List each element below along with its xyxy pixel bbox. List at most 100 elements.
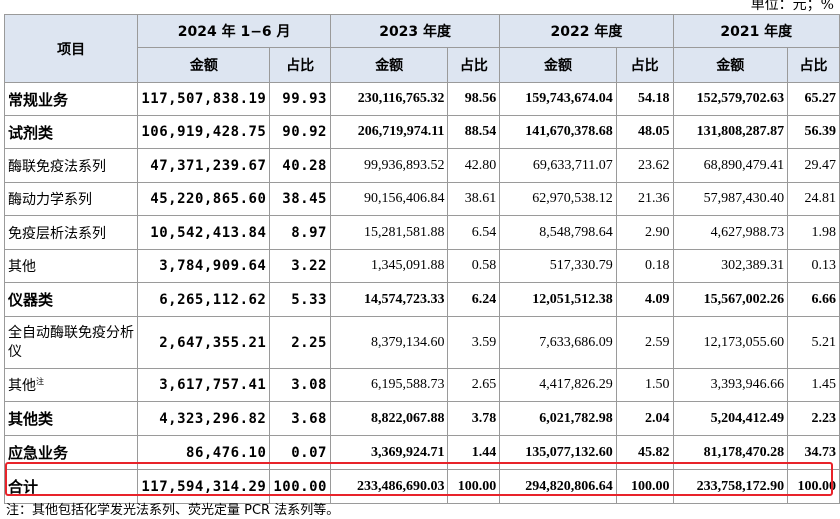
amount-cell: 8,822,067.88 <box>329 401 449 436</box>
ratio-cell: 6.66 <box>787 282 840 317</box>
ratio-cell: 45.82 <box>615 435 674 470</box>
ratio-cell: 0.13 <box>787 249 840 283</box>
amount-cell: 7,633,686.09 <box>499 316 617 369</box>
row-label: 试剂类 <box>3 115 139 149</box>
amount-cell: 2,647,355.21 <box>137 316 271 369</box>
amount-cell: 8,379,134.60 <box>329 316 449 369</box>
amount-cell: 302,389.31 <box>672 249 789 283</box>
ratio-cell: 5.21 <box>787 316 840 369</box>
ratio-cell: 56.39 <box>787 115 840 149</box>
header-period-2021: 2021 年度 <box>672 14 840 48</box>
ratio-cell: 6.54 <box>447 215 501 250</box>
ratio-cell: 38.45 <box>269 182 331 216</box>
table-row: 免疫层析法系列 10,542,413.84 8.97 15,281,581.88 6.5… <box>3 215 840 250</box>
row-label-text: 酶联免疫法系列 <box>8 158 106 175</box>
header-amount: 金额 <box>672 47 789 83</box>
row-label: 全自动酶联免疫分析仪 <box>3 316 139 369</box>
ratio-cell: 3.68 <box>269 401 331 436</box>
row-label-text: 仪器类 <box>8 291 54 309</box>
amount-cell: 10,542,413.84 <box>137 215 271 250</box>
ratio-cell: 88.54 <box>447 115 501 149</box>
header-amount: 金额 <box>329 47 449 83</box>
amount-cell: 4,323,296.82 <box>137 401 271 436</box>
amount-cell: 12,173,055.60 <box>672 316 789 369</box>
amount-cell: 517,330.79 <box>499 249 617 283</box>
amount-cell: 3,784,909.64 <box>137 249 271 283</box>
amount-cell: 6,195,588.73 <box>329 368 449 402</box>
ratio-cell: 100.00 <box>787 469 840 504</box>
amount-cell: 81,178,470.28 <box>672 435 789 470</box>
ratio-cell: 48.05 <box>615 115 674 149</box>
ratio-cell: 3.59 <box>447 316 501 369</box>
row-label: 酶动力学系列 <box>3 182 139 216</box>
table-row: 合计 117,594,314.29 100.00 233,486,690.03 100.… <box>3 469 840 504</box>
ratio-cell: 3.08 <box>269 368 331 402</box>
row-label-text: 酶动力学系列 <box>8 192 92 208</box>
ratio-cell: 40.28 <box>269 148 331 183</box>
ratio-cell: 1.98 <box>787 215 840 250</box>
table-row: 仪器类 6,265,112.62 5.33 14,574,723.33 6.24 12,0… <box>3 282 840 317</box>
ratio-cell: 23.62 <box>615 148 674 183</box>
ratio-cell: 38.61 <box>447 182 501 216</box>
table-row: 酶动力学系列 45,220,865.60 38.45 90,156,406.84 38.… <box>3 182 840 216</box>
row-label: 常规业务 <box>3 82 139 116</box>
header-period-2024h1: 2024 年 1−6 月 <box>137 14 331 48</box>
header-amount: 金额 <box>137 47 271 83</box>
row-label-text: 常规业务 <box>8 90 69 109</box>
row-label: 其他注 <box>3 368 139 402</box>
amount-cell: 230,116,765.32 <box>329 82 449 116</box>
ratio-cell: 3.22 <box>269 249 331 283</box>
ratio-cell: 5.33 <box>269 282 331 317</box>
amount-cell: 6,021,782.98 <box>499 401 617 436</box>
amount-cell: 62,970,538.12 <box>499 182 617 216</box>
header-ratio: 占比 <box>269 47 331 83</box>
row-label: 免疫层析法系列 <box>3 215 139 250</box>
amount-cell: 57,987,430.40 <box>672 182 789 216</box>
ratio-cell: 65.27 <box>787 82 840 116</box>
ratio-cell: 2.90 <box>615 215 674 250</box>
ratio-cell: 100.00 <box>615 469 674 504</box>
amount-cell: 106,919,428.75 <box>137 115 271 149</box>
ratio-cell: 0.58 <box>447 249 501 283</box>
ratio-cell: 29.47 <box>787 148 840 183</box>
ratio-cell: 21.36 <box>615 182 674 216</box>
amount-cell: 6,265,112.62 <box>137 282 271 317</box>
amount-cell: 159,743,674.04 <box>499 82 617 116</box>
row-label: 仪器类 <box>3 282 139 317</box>
amount-cell: 15,281,581.88 <box>329 215 449 250</box>
table-row: 常规业务 117,507,838.19 99.93 230,116,765.32 98.… <box>3 82 840 116</box>
ratio-cell: 2.25 <box>269 316 331 369</box>
amount-cell: 1,345,091.88 <box>329 249 449 283</box>
amount-cell: 8,548,798.64 <box>499 215 617 250</box>
amount-cell: 86,476.10 <box>137 435 271 470</box>
ratio-cell: 4.09 <box>615 282 674 317</box>
revenue-table: 项目 2024 年 1−6 月 2023 年度 2022 年度 2021 年度 … <box>3 14 840 504</box>
ratio-cell: 24.81 <box>787 182 840 216</box>
ratio-cell: 98.56 <box>447 82 501 116</box>
amount-cell: 233,486,690.03 <box>329 469 449 504</box>
ratio-cell: 34.73 <box>787 435 840 470</box>
unit-label: 单位：元；% <box>750 0 834 13</box>
row-label: 合计 <box>3 469 139 504</box>
row-label-text: 其他 <box>8 259 36 275</box>
row-label-text: 其他 <box>8 378 36 394</box>
amount-cell: 233,758,172.90 <box>672 469 789 504</box>
header-period-2023: 2023 年度 <box>329 14 501 48</box>
ratio-cell: 1.50 <box>615 368 674 402</box>
ratio-cell: 8.97 <box>269 215 331 250</box>
amount-cell: 45,220,865.60 <box>137 182 271 216</box>
ratio-cell: 1.45 <box>787 368 840 402</box>
ratio-cell: 99.93 <box>269 82 331 116</box>
row-label-text: 合计 <box>8 478 39 496</box>
row-label: 其他 <box>3 249 139 283</box>
row-label-text: 全自动酶联免疫分析仪 <box>8 324 134 360</box>
ratio-cell: 54.18 <box>615 82 674 116</box>
amount-cell: 90,156,406.84 <box>329 182 449 216</box>
amount-cell: 99,936,893.52 <box>329 148 449 183</box>
ratio-cell: 42.80 <box>447 148 501 183</box>
row-label-text: 免疫层析法系列 <box>8 225 106 242</box>
ratio-cell: 6.24 <box>447 282 501 317</box>
ratio-cell: 3.78 <box>447 401 501 436</box>
amount-cell: 14,574,723.33 <box>329 282 449 317</box>
table-row: 其他 3,784,909.64 3.22 1,345,091.88 0.58 517,33… <box>3 249 840 283</box>
